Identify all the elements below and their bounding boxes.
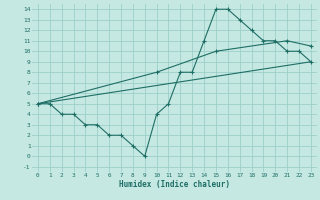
X-axis label: Humidex (Indice chaleur): Humidex (Indice chaleur) (119, 180, 230, 189)
